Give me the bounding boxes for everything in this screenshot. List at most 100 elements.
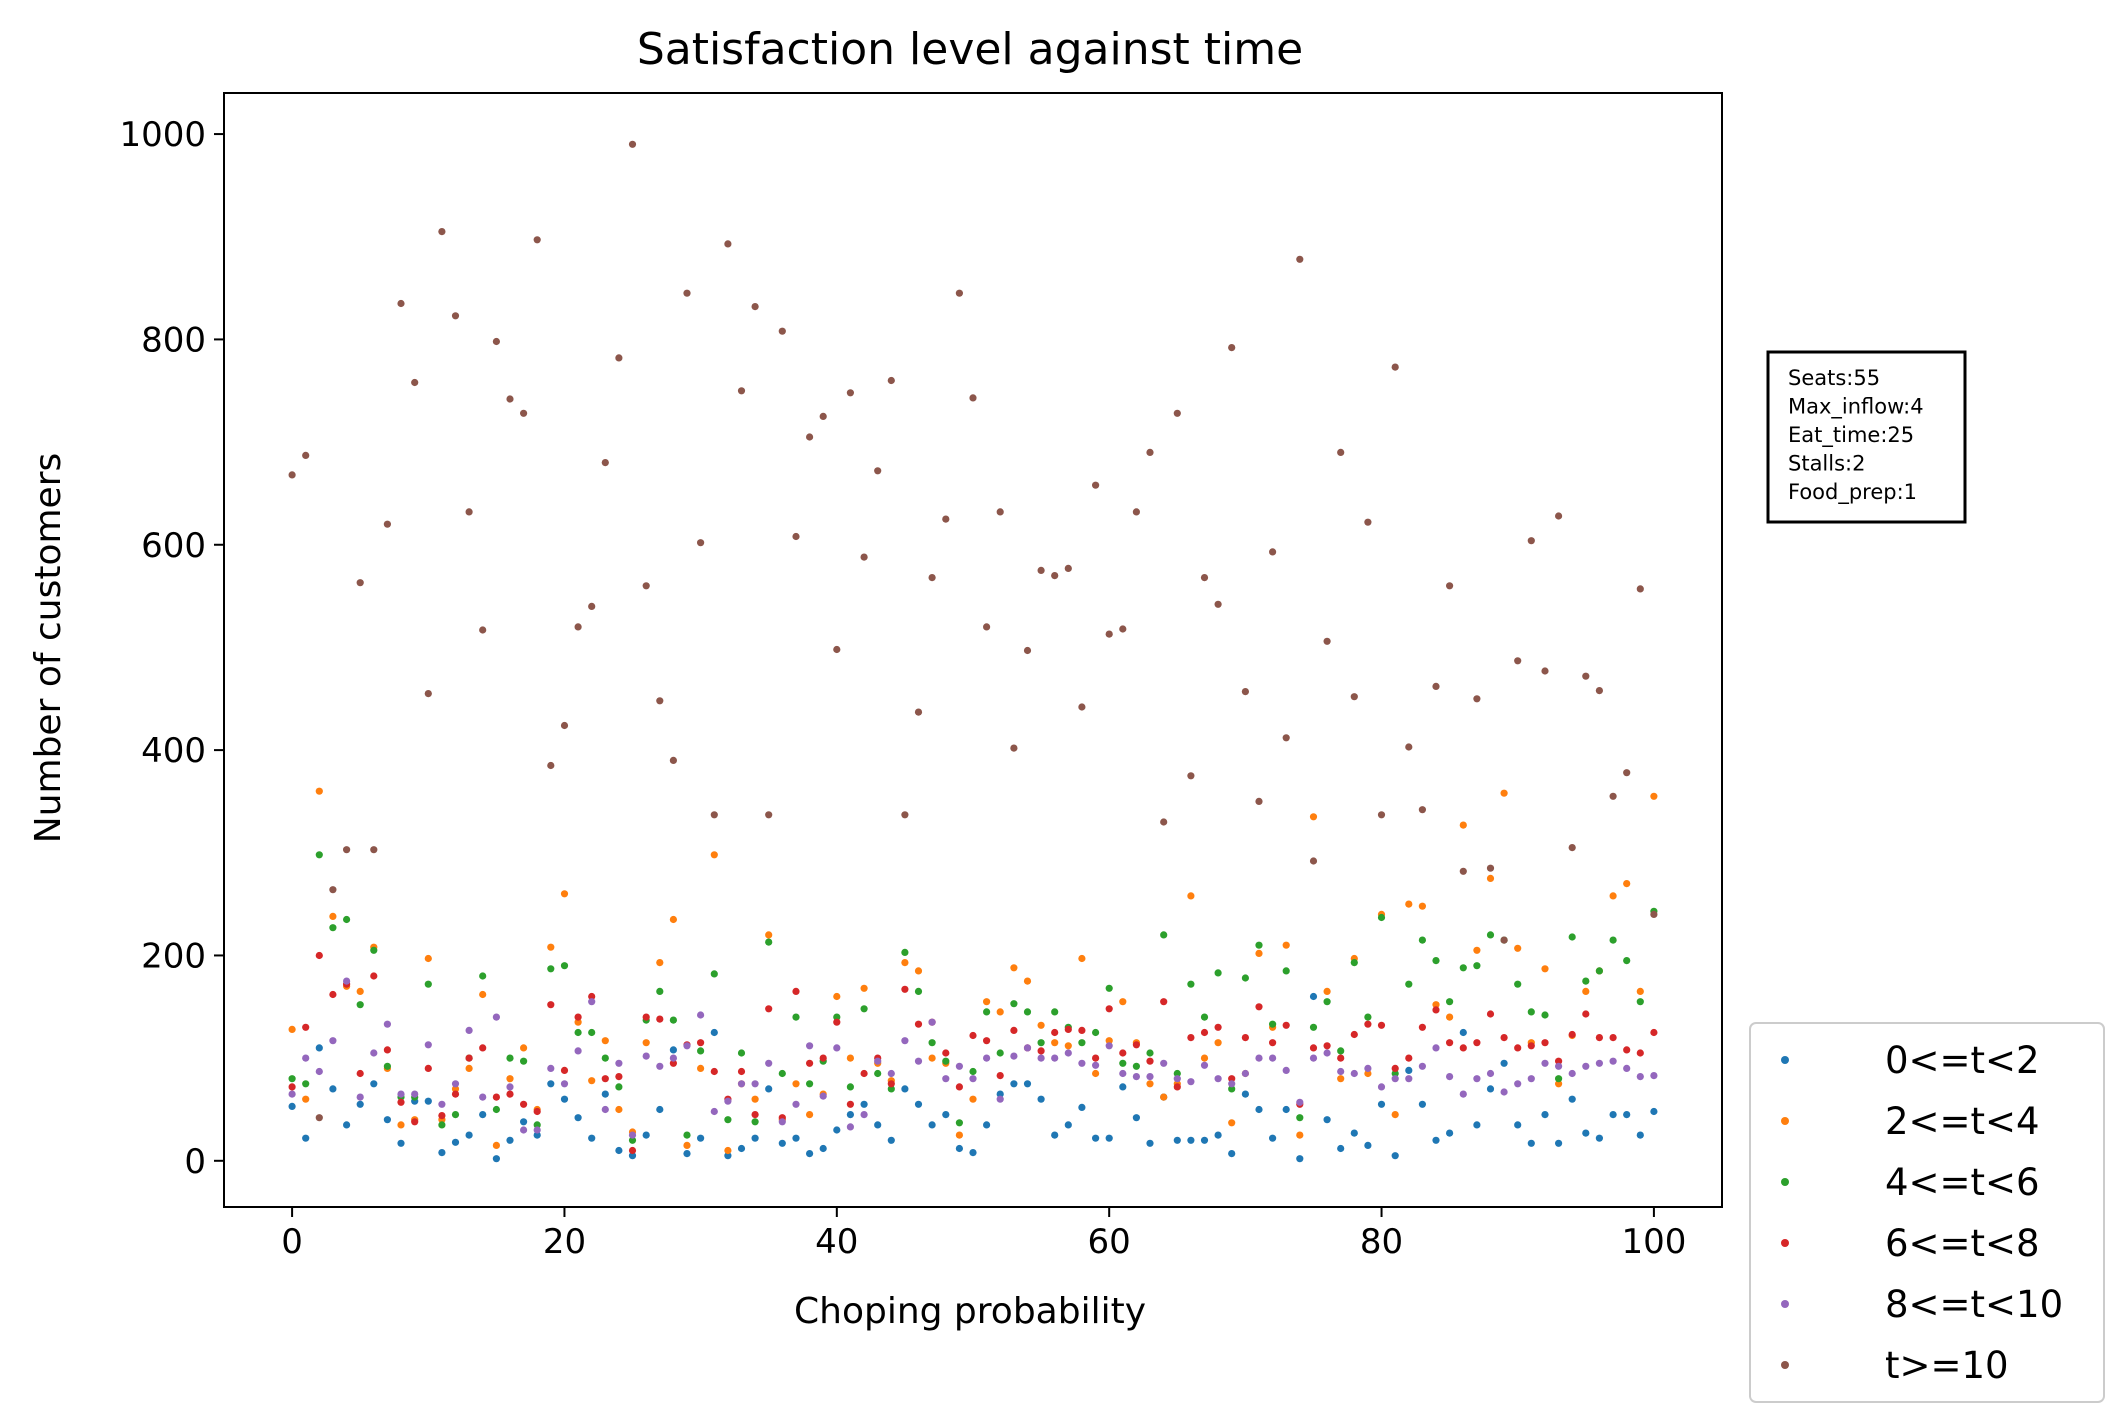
data-point (533, 1121, 541, 1129)
data-point (1078, 1039, 1086, 1047)
data-point (710, 1067, 718, 1076)
data-point (1092, 481, 1100, 489)
data-point (560, 1095, 569, 1103)
data-point (1119, 1059, 1127, 1067)
data-point (969, 1149, 977, 1157)
data-point (1555, 512, 1563, 520)
data-point (1051, 1028, 1059, 1037)
data-point (520, 1044, 528, 1052)
data-point (1473, 962, 1481, 970)
data-point (1636, 1131, 1644, 1139)
data-point (302, 1134, 310, 1142)
data-point (710, 970, 718, 978)
data-point (833, 992, 841, 1001)
data-point (574, 623, 582, 631)
legend-marker (1781, 1361, 1789, 1369)
data-point (1364, 1069, 1372, 1078)
data-point (547, 1001, 555, 1009)
data-point (615, 354, 623, 362)
data-point (683, 1150, 691, 1158)
data-point (1078, 703, 1086, 711)
data-point (1541, 667, 1549, 675)
data-point (1473, 1039, 1481, 1047)
data-point (1432, 1006, 1440, 1014)
data-point (1350, 1129, 1358, 1137)
data-point (860, 1005, 868, 1013)
data-point (465, 1026, 473, 1034)
data-point (1023, 1044, 1032, 1052)
data-point (642, 1039, 650, 1047)
data-point (1119, 1049, 1127, 1057)
data-point (479, 626, 487, 634)
data-point (846, 1123, 855, 1131)
legend-marker (1781, 1300, 1789, 1308)
data-point (1296, 1131, 1304, 1139)
legend-frame (1749, 1022, 2105, 1403)
data-point (411, 378, 419, 387)
legend-item-5: t>=10 (1781, 1344, 2009, 1387)
data-point (1446, 1039, 1454, 1047)
data-point (1037, 1054, 1045, 1062)
plot-frame (223, 92, 1723, 1208)
data-point (1214, 969, 1222, 977)
data-point (1527, 1139, 1535, 1147)
data-point (1105, 1037, 1113, 1045)
data-point (465, 1054, 473, 1062)
data-point (492, 1141, 500, 1149)
data-point (601, 1075, 609, 1083)
data-point (806, 1150, 814, 1158)
data-point (1555, 1057, 1563, 1065)
data-point (806, 1080, 814, 1088)
data-point (1064, 1025, 1072, 1033)
data-point (996, 1008, 1004, 1016)
data-point (1119, 625, 1127, 633)
data-point (356, 987, 364, 996)
data-point (901, 948, 909, 957)
data-point (792, 1100, 800, 1108)
data-point (533, 1131, 541, 1139)
data-point (1337, 1075, 1345, 1083)
data-point (424, 1097, 432, 1105)
data-point (1418, 1100, 1426, 1108)
data-point (1527, 1075, 1535, 1083)
data-point (574, 1013, 582, 1021)
data-point (806, 1042, 814, 1050)
data-point (955, 1062, 964, 1070)
data-point (792, 1013, 800, 1021)
data-point (397, 1090, 405, 1098)
data-point (1214, 1131, 1222, 1139)
y-tick-label: 200 (141, 936, 206, 976)
legend-label: 8<=t<10 (1885, 1283, 2063, 1326)
data-point (492, 337, 500, 346)
data-point (833, 1013, 841, 1021)
data-point (1282, 1021, 1290, 1029)
data-point (1650, 1072, 1658, 1080)
data-point (1282, 1105, 1290, 1114)
data-point (1364, 1020, 1372, 1028)
data-point (383, 1020, 391, 1028)
data-point (560, 1080, 569, 1088)
data-point (860, 1111, 868, 1119)
data-point (819, 1092, 827, 1100)
data-point (329, 990, 337, 999)
data-point (520, 1126, 528, 1134)
data-point (1595, 1134, 1603, 1142)
data-point (601, 459, 609, 467)
data-point (1269, 1020, 1277, 1028)
data-point (1541, 1011, 1549, 1019)
data-point (588, 602, 596, 611)
data-point (1173, 409, 1181, 417)
data-point (737, 1049, 746, 1057)
y-tick-label: 0 (184, 1142, 206, 1182)
data-point (1037, 1021, 1045, 1029)
data-point (914, 987, 923, 996)
data-point (928, 574, 936, 582)
data-point (846, 1100, 855, 1108)
data-point (914, 1020, 923, 1028)
series-3 (288, 951, 1658, 1155)
data-point (1010, 1052, 1018, 1060)
data-point (465, 1131, 473, 1139)
data-point (1105, 630, 1113, 638)
data-point (710, 1028, 718, 1037)
data-point (765, 938, 773, 946)
